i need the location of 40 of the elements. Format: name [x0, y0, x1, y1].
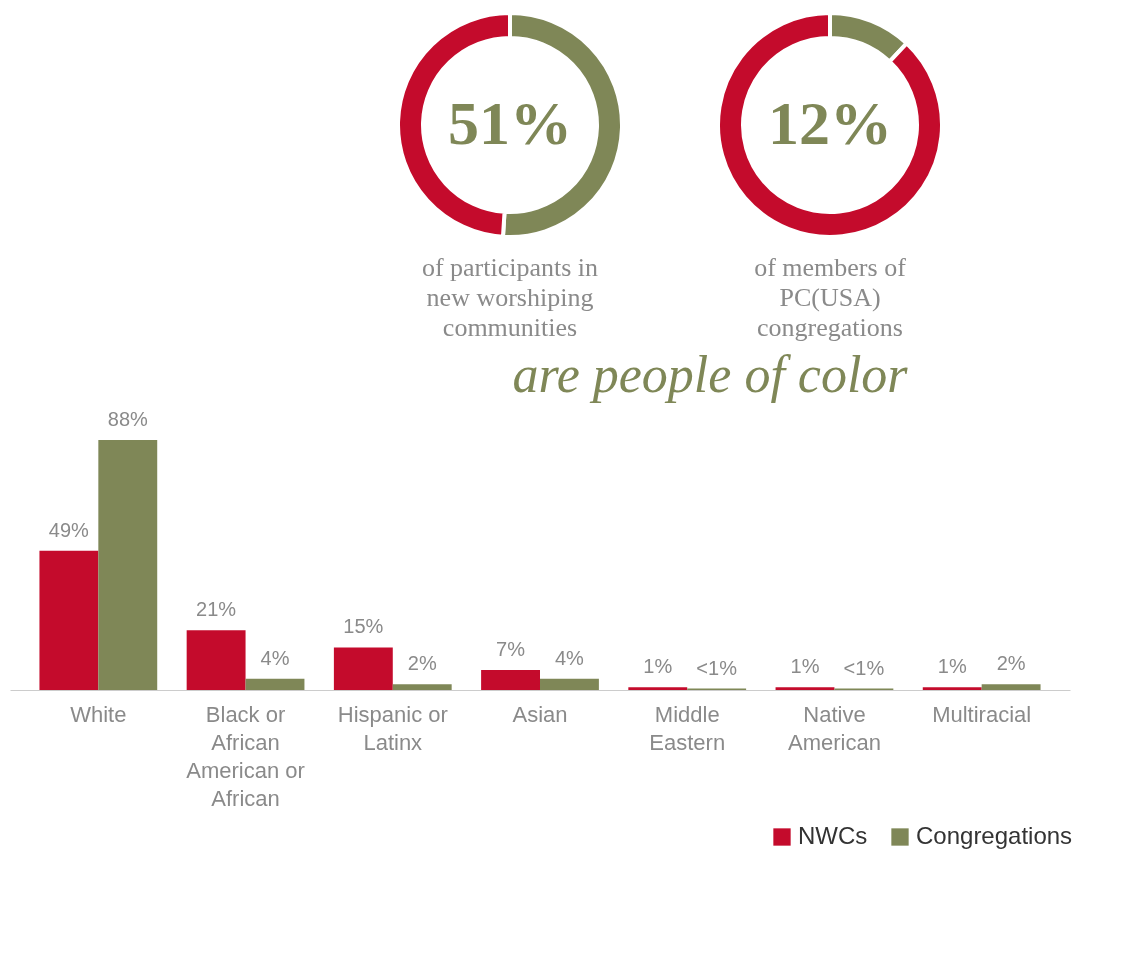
bar: [922, 687, 982, 690]
x-tick-label: Middle Eastern: [649, 701, 726, 755]
x-tick-label: Multiracial: [932, 701, 1032, 727]
x-tick-label: Hispanic or Latinx: [337, 701, 448, 755]
bar: [775, 687, 835, 690]
legend-label: NWCs: [798, 822, 868, 849]
x-tick-label: Black or African American or African: [186, 701, 305, 811]
x-tick-label: White: [70, 701, 127, 727]
data-label: 49%: [48, 518, 90, 541]
data-label: <1%: [696, 656, 738, 679]
bar: [333, 647, 393, 690]
data-label: 21%: [196, 598, 237, 621]
data-label: 51%: [448, 89, 572, 157]
bar: [98, 440, 158, 690]
data-label: 2%: [996, 652, 1026, 675]
data-label: 1%: [643, 655, 673, 678]
data-label: 7%: [496, 638, 526, 661]
text: are people of color: [512, 346, 909, 403]
data-label: 2%: [407, 652, 437, 675]
bar: [245, 678, 305, 690]
bar: [540, 678, 599, 690]
data-label: 1%: [937, 655, 967, 678]
data-label: 12%: [768, 89, 892, 157]
bar: [392, 684, 452, 690]
data-label: 4%: [260, 646, 290, 669]
bar: [39, 550, 99, 690]
data-label: 1%: [790, 655, 820, 678]
data-label: 15%: [343, 615, 384, 638]
bar: [481, 670, 540, 690]
bar: [981, 684, 1041, 690]
legend-label: Congregations: [916, 822, 1073, 849]
x-tick-label: Asian: [512, 701, 568, 727]
text: of participants in new worshiping communities: [421, 253, 599, 342]
bar: [186, 630, 246, 690]
data-label: <1%: [843, 656, 885, 679]
data-label: 4%: [554, 646, 585, 669]
bar: [628, 687, 688, 690]
text: of members of PC(USA) congregations: [754, 253, 907, 342]
data-label: 88%: [107, 408, 149, 430]
x-tick-label: Native American: [787, 701, 881, 755]
